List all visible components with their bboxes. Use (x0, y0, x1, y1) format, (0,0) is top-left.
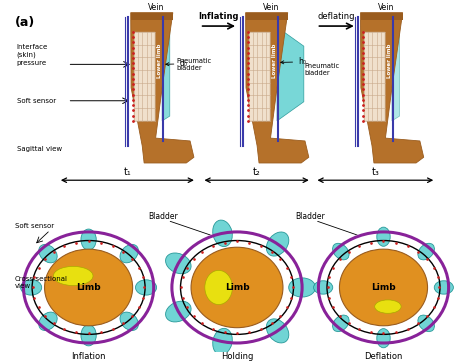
Text: Bladder: Bladder (148, 212, 178, 221)
Ellipse shape (333, 243, 349, 260)
Ellipse shape (213, 328, 232, 355)
Text: Vein: Vein (378, 3, 394, 12)
Text: Limb: Limb (371, 283, 396, 292)
Polygon shape (162, 27, 170, 121)
Polygon shape (249, 32, 270, 121)
Text: Inflation: Inflation (72, 352, 106, 361)
Text: (a): (a) (15, 17, 35, 29)
Ellipse shape (434, 281, 454, 294)
Text: Limb: Limb (225, 283, 249, 292)
Ellipse shape (120, 244, 138, 263)
Text: d₀: d₀ (166, 59, 187, 68)
Text: h₀: h₀ (281, 58, 306, 66)
Ellipse shape (170, 230, 304, 345)
Text: Vein: Vein (148, 3, 165, 12)
Polygon shape (131, 13, 173, 20)
Ellipse shape (266, 319, 289, 343)
Ellipse shape (205, 270, 232, 304)
Polygon shape (246, 13, 288, 20)
Ellipse shape (81, 325, 96, 346)
Polygon shape (364, 32, 385, 121)
Text: Lower limb: Lower limb (387, 43, 392, 78)
Text: Sagittal view: Sagittal view (17, 146, 62, 152)
Ellipse shape (136, 280, 156, 295)
Text: Interface
(skin)
pressure: Interface (skin) pressure (17, 44, 48, 66)
Ellipse shape (39, 244, 57, 263)
Polygon shape (131, 13, 194, 163)
Ellipse shape (289, 278, 316, 297)
Ellipse shape (317, 230, 450, 345)
Polygon shape (246, 13, 309, 163)
Ellipse shape (120, 312, 138, 331)
Ellipse shape (45, 249, 133, 326)
Text: t₁: t₁ (124, 167, 131, 177)
Ellipse shape (333, 315, 349, 332)
Ellipse shape (191, 247, 283, 328)
Ellipse shape (39, 312, 57, 331)
Text: Pneumatic
bladder: Pneumatic bladder (176, 58, 211, 71)
Ellipse shape (165, 253, 191, 274)
Ellipse shape (339, 249, 428, 326)
Ellipse shape (418, 315, 434, 332)
Text: t₂: t₂ (253, 167, 261, 177)
Polygon shape (392, 27, 400, 121)
Polygon shape (361, 13, 424, 163)
Text: Lower limb: Lower limb (272, 43, 277, 78)
Text: Cross-sectional
view: Cross-sectional view (15, 276, 68, 290)
Ellipse shape (20, 280, 42, 295)
Ellipse shape (377, 227, 390, 246)
Polygon shape (361, 13, 402, 20)
Ellipse shape (418, 243, 434, 260)
Ellipse shape (314, 281, 333, 294)
Text: Deflation: Deflation (365, 352, 403, 361)
Text: Lower limb: Lower limb (157, 43, 162, 78)
Ellipse shape (374, 300, 401, 313)
Text: Pneumatic
bladder: Pneumatic bladder (305, 63, 340, 76)
Text: Bladder: Bladder (295, 212, 325, 221)
Text: Limb: Limb (76, 283, 101, 292)
Text: Inflating: Inflating (199, 12, 239, 21)
Ellipse shape (377, 329, 390, 348)
Ellipse shape (165, 301, 191, 322)
Ellipse shape (266, 232, 289, 256)
Text: Soft sensor: Soft sensor (17, 98, 56, 104)
Polygon shape (134, 32, 155, 121)
Ellipse shape (213, 220, 232, 247)
Ellipse shape (81, 229, 96, 250)
Polygon shape (277, 27, 304, 121)
Text: Soft sensor: Soft sensor (15, 223, 54, 229)
Text: Holding: Holding (221, 352, 253, 361)
Text: deflating: deflating (318, 12, 356, 21)
Text: t₃: t₃ (372, 167, 379, 177)
Ellipse shape (54, 266, 93, 286)
Ellipse shape (21, 230, 155, 345)
Text: Vein: Vein (263, 3, 280, 12)
